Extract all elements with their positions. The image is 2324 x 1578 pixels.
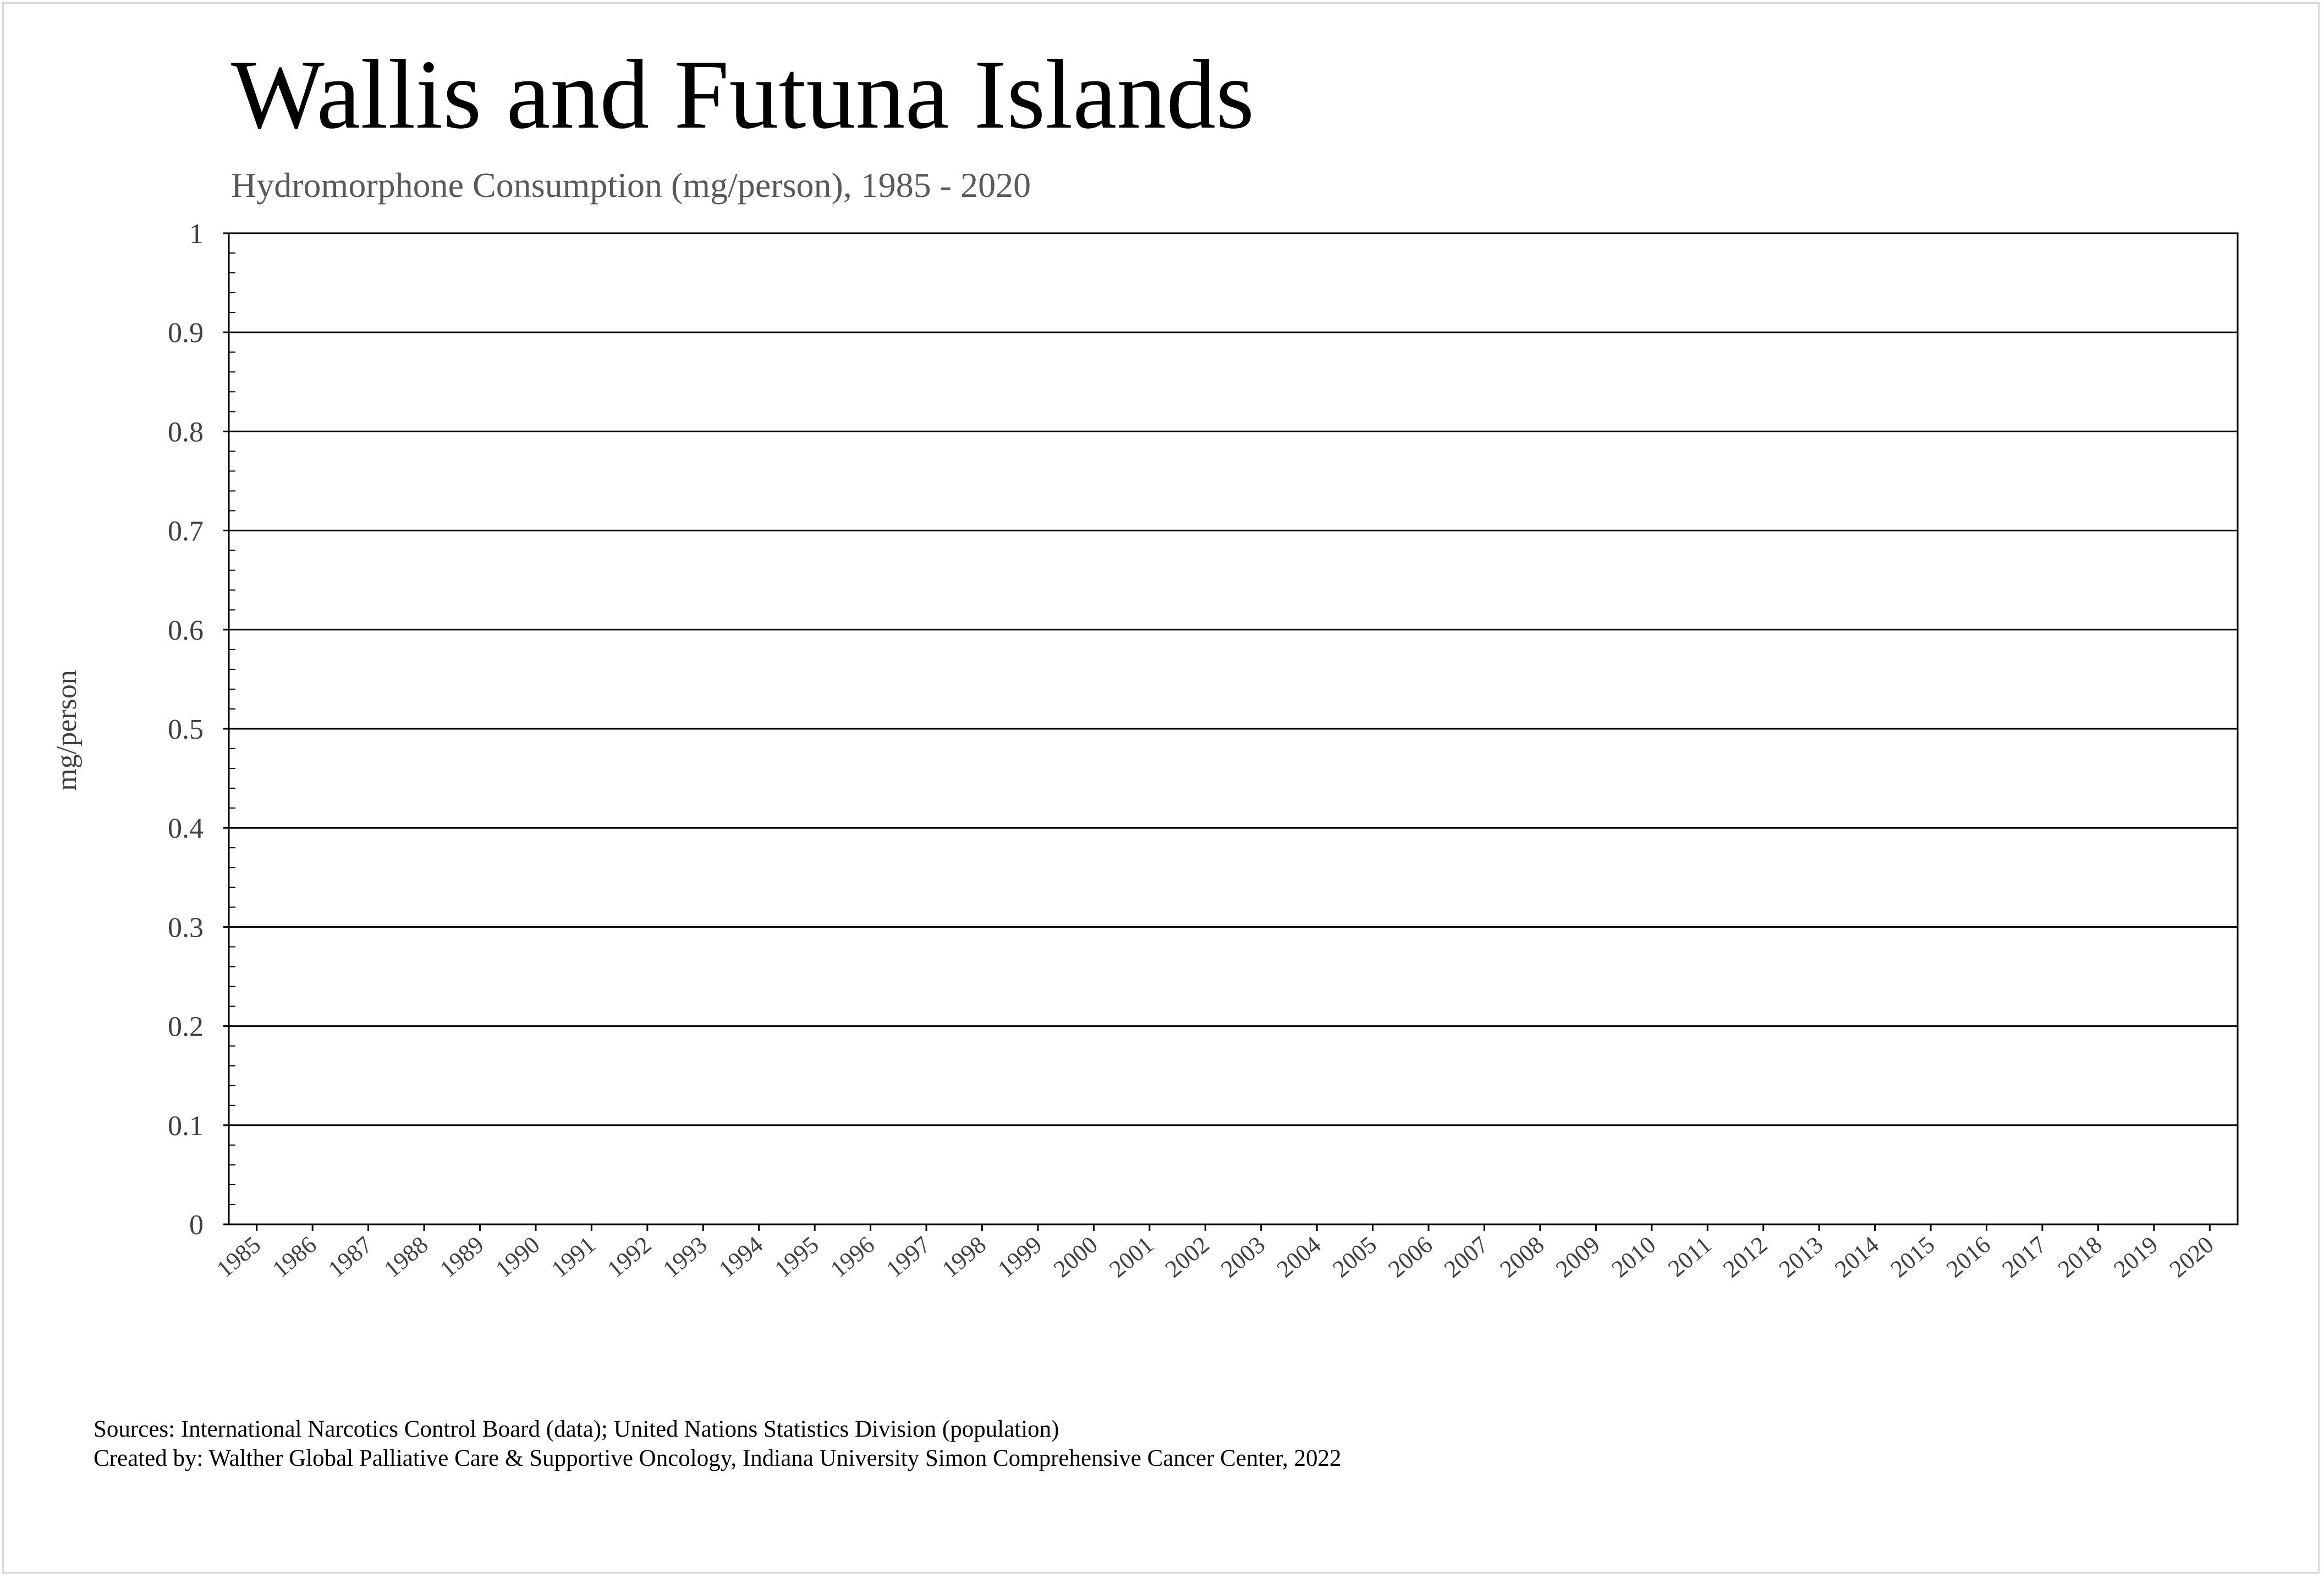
x-tick-label: 2006: [1383, 1231, 1438, 1283]
x-tick-label: 1996: [825, 1231, 880, 1283]
plot-area: [228, 232, 2239, 1225]
x-tick-label: 2018: [2053, 1231, 2107, 1283]
x-tick-label: 2004: [1272, 1231, 1326, 1283]
x-tick-label: 2001: [1104, 1231, 1158, 1283]
x-tick-label: 2008: [1495, 1231, 1549, 1283]
x-tick-label: 2014: [1829, 1231, 1884, 1283]
chart-title: Wallis and Futuna Islands: [231, 40, 1254, 149]
y-tick-label: 0.8: [168, 416, 204, 448]
x-tick-label: 2011: [1663, 1231, 1717, 1282]
x-axis: 1985 1986 1987 1988 1989 1990 1991 1992 1993 1994…: [211, 1224, 2219, 1283]
x-tick-label: 2019: [2108, 1231, 2163, 1283]
chart-subtitle: Hydromorphone Consumption (mg/person), 1…: [231, 166, 1031, 205]
x-tick-label: 2005: [1327, 1231, 1382, 1283]
y-tick-label: 0.2: [168, 1011, 204, 1043]
y-tick-label: 0.9: [168, 317, 204, 349]
x-tick-label: 2000: [1048, 1231, 1103, 1283]
y-axis: 0 0.1 0.2 0.3 0.4 0.5 0.6 0.7 0.8 0.9 1: [168, 218, 235, 1241]
x-tick-label: 1999: [992, 1231, 1047, 1283]
x-tick-label: 2012: [1718, 1231, 1772, 1283]
x-tick-label: 2009: [1551, 1231, 1605, 1283]
y-tick-label: 0.5: [168, 714, 204, 745]
x-tick-label: 2010: [1606, 1231, 1661, 1283]
x-tick-label: 1987: [323, 1231, 377, 1283]
x-tick-label: 1988: [379, 1231, 433, 1283]
x-tick-label: 1993: [658, 1231, 712, 1283]
y-tick-label: 0: [189, 1209, 204, 1241]
y-tick-label: 0.1: [168, 1110, 204, 1142]
x-tick-label: 2007: [1439, 1231, 1493, 1283]
x-tick-label: 2013: [1774, 1231, 1828, 1283]
x-tick-label: 2015: [1886, 1231, 1940, 1283]
x-tick-label: 2016: [1941, 1231, 1996, 1283]
x-tick-label: 2003: [1216, 1231, 1270, 1283]
x-tick-label: 2017: [1997, 1231, 2051, 1283]
y-tick-label: 0.4: [168, 813, 204, 844]
created-by-note: Created by: Walther Global Palliative Ca…: [94, 1445, 1342, 1471]
sources-note: Sources: International Narcotics Control…: [94, 1416, 1059, 1442]
y-tick-label: 1: [189, 218, 204, 250]
x-tick-label: 1991: [546, 1231, 601, 1283]
x-tick-label: 1986: [267, 1231, 322, 1283]
x-tick-label: 1998: [937, 1231, 991, 1283]
x-tick-label: 1994: [713, 1231, 768, 1283]
y-tick-label: 0.6: [168, 615, 204, 646]
x-tick-label: 2002: [1160, 1231, 1215, 1283]
x-tick-label: 1990: [490, 1231, 545, 1283]
x-tick-label: 1992: [602, 1231, 656, 1283]
x-tick-label: 1997: [881, 1231, 936, 1283]
y-tick-label: 0.7: [168, 516, 204, 547]
y-axis-label: mg/person: [51, 670, 83, 791]
gridlines: [229, 232, 2238, 1225]
x-tick-label: 1985: [211, 1231, 266, 1283]
x-tick-label: 1995: [770, 1231, 824, 1283]
x-tick-label: 2020: [2164, 1231, 2219, 1283]
y-tick-label: 0.3: [168, 912, 204, 943]
x-tick-label: 1989: [435, 1231, 489, 1283]
